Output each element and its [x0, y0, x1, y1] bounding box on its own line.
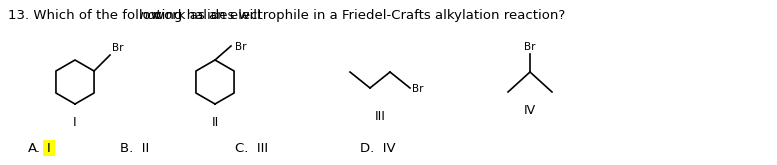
Bar	[43, 140, 55, 156]
Text: Br: Br	[412, 84, 423, 94]
Text: 13. Which of the following halides will: 13. Which of the following halides will	[8, 9, 265, 22]
Text: Br: Br	[524, 42, 536, 52]
Text: I: I	[47, 142, 51, 154]
Text: II: II	[211, 116, 218, 129]
Text: not: not	[139, 9, 161, 22]
Text: B.  II: B. II	[120, 142, 149, 154]
Text: Br: Br	[112, 43, 124, 53]
Text: C.  III: C. III	[235, 142, 268, 154]
Text: IV: IV	[524, 104, 536, 117]
Text: A.: A.	[28, 142, 41, 154]
Text: D.  IV: D. IV	[360, 142, 395, 154]
Text: Br: Br	[235, 42, 246, 52]
Text: I: I	[73, 116, 77, 129]
Text: work as an electrophile in a Friedel-Crafts alkylation reaction?: work as an electrophile in a Friedel-Cra…	[149, 9, 565, 22]
Text: III: III	[375, 110, 385, 123]
